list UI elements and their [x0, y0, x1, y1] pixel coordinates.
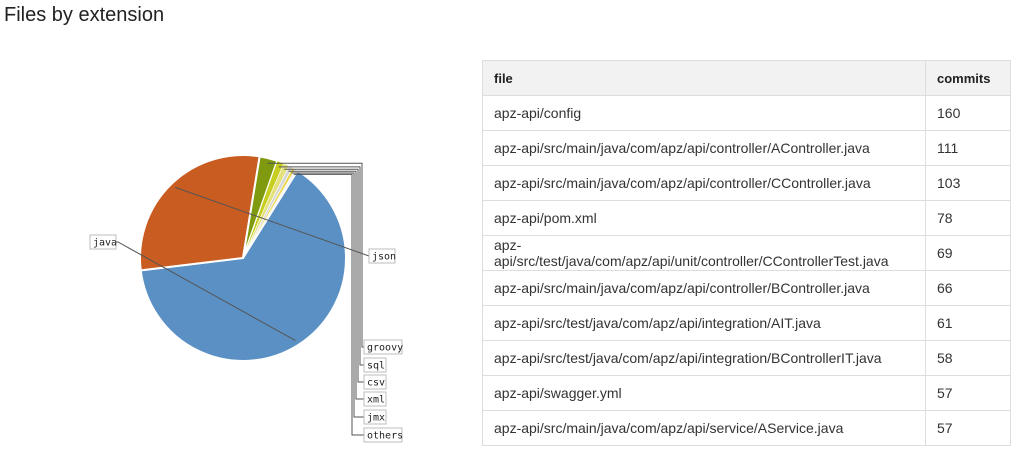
commits-cell: 111	[925, 130, 1011, 166]
column-header-commits[interactable]: commits	[925, 60, 1011, 96]
label-box-xml	[363, 391, 387, 407]
table-row: apz-api/src/main/java/com/apz/api/contro…	[482, 270, 1011, 306]
leader-line-java	[116, 241, 296, 342]
table-row: apz-api/src/main/java/com/apz/api/contro…	[482, 130, 1011, 166]
file-cell: apz-api/src/test/java/com/apz/api/unit/c…	[482, 235, 926, 271]
file-cell: apz-api/config	[482, 95, 926, 131]
file-cell: apz-api/src/test/java/com/apz/api/integr…	[482, 305, 926, 341]
pie-label-sql: sql	[367, 361, 385, 372]
pie-labels: java json groovy sql csv xml jmx others	[89, 162, 403, 443]
commits-cell: 57	[925, 410, 1011, 446]
table-row: apz-api/config 160	[482, 95, 1011, 131]
table-row: apz-api/src/main/java/com/apz/api/contro…	[482, 165, 1011, 201]
commits-cell: 66	[925, 270, 1011, 306]
commits-cell: 78	[925, 200, 1011, 236]
leader-line-sql	[278, 166, 364, 366]
pie-slices	[139, 154, 347, 362]
page-title: Files by extension	[4, 4, 165, 26]
table-row: apz-api/swagger.yml 57	[482, 375, 1011, 411]
files-table: file commits apz-api/config 160 apz-api/…	[482, 60, 1011, 446]
leader-line-csv	[284, 168, 364, 383]
commits-cell: 103	[925, 165, 1011, 201]
pie-label-groovy: groovy	[367, 343, 403, 354]
leader-line-groovy	[267, 162, 364, 348]
commits-cell: 61	[925, 305, 1011, 341]
table-row: apz-api/pom.xml 78	[482, 200, 1011, 236]
leader-line-xml	[288, 170, 364, 400]
file-cell: apz-api/src/main/java/com/apz/api/servic…	[482, 410, 926, 446]
table-row: apz-api/src/test/java/com/apz/api/integr…	[482, 340, 1011, 376]
label-box-groovy	[363, 339, 403, 355]
column-header-file[interactable]: file	[482, 60, 926, 96]
table-row: apz-api/src/main/java/com/apz/api/servic…	[482, 410, 1011, 446]
label-box-json	[368, 248, 396, 264]
commits-cell: 69	[925, 235, 1011, 271]
pie-label-jmx: jmx	[367, 413, 385, 424]
label-box-others	[363, 427, 403, 443]
pie-chart: java json groovy sql csv xml jmx others	[89, 154, 403, 443]
file-cell: apz-api/src/main/java/com/apz/api/contro…	[482, 130, 926, 166]
file-cell: apz-api/pom.xml	[482, 200, 926, 236]
leader-line-json	[175, 186, 370, 257]
file-cell: apz-api/swagger.yml	[482, 375, 926, 411]
pie-label-xml: xml	[367, 395, 385, 406]
pie-label-java: java	[93, 238, 117, 249]
commits-cell: 58	[925, 340, 1011, 376]
file-cell: apz-api/src/main/java/com/apz/api/contro…	[482, 165, 926, 201]
leader-line-others	[293, 173, 364, 436]
label-box-jmx	[363, 409, 387, 425]
pie-label-json: json	[372, 252, 396, 263]
label-box-sql	[363, 357, 387, 373]
pie-slice-java	[139, 169, 347, 362]
pie-label-csv: csv	[367, 378, 385, 389]
pie-label-others: others	[367, 431, 403, 442]
commits-cell: 57	[925, 375, 1011, 411]
file-cell: apz-api/src/main/java/com/apz/api/contro…	[482, 270, 926, 306]
label-box-java	[89, 234, 117, 250]
table-row: apz-api/src/test/java/com/apz/api/unit/c…	[482, 235, 1011, 271]
file-cell: apz-api/src/test/java/com/apz/api/integr…	[482, 340, 926, 376]
table-row: apz-api/src/test/java/com/apz/api/integr…	[482, 305, 1011, 341]
leader-line-jmx	[291, 172, 364, 418]
commits-cell: 160	[925, 95, 1011, 131]
label-box-csv	[363, 374, 387, 390]
table-header-row: file commits	[482, 60, 1011, 96]
pie-slice-json	[139, 154, 261, 272]
